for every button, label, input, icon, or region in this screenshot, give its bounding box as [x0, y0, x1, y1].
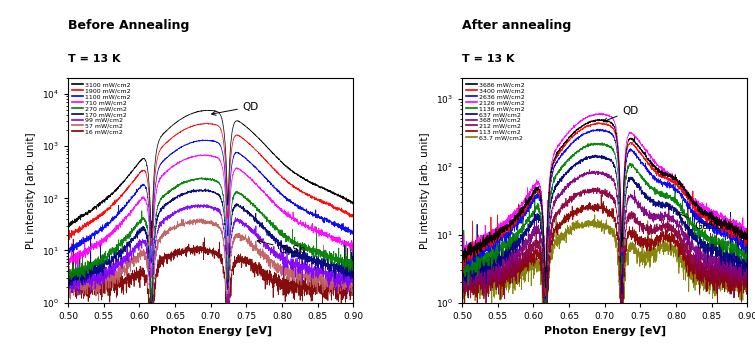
X-axis label: Photon Energy [eV]: Photon Energy [eV] — [149, 326, 272, 336]
Text: T = 13 K: T = 13 K — [68, 54, 121, 64]
Text: QD: QD — [603, 106, 639, 122]
Y-axis label: PL intensity [arb. unit]: PL intensity [arb. unit] — [26, 132, 36, 249]
Y-axis label: PL intensity [arb. unit]: PL intensity [arb. unit] — [421, 132, 430, 249]
Legend: 3100 mW/cm2, 1900 mW/cm2, 1100 mW/cm2, 710 mW/cm2, 270 mW/cm2, 170 mW/cm2, 99 mW: 3100 mW/cm2, 1900 mW/cm2, 1100 mW/cm2, 7… — [71, 82, 131, 135]
Text: After annealing: After annealing — [462, 19, 572, 32]
Text: GaSb: GaSb — [677, 213, 722, 231]
X-axis label: Photon Energy [eV]: Photon Energy [eV] — [544, 326, 666, 336]
Text: T = 13 K: T = 13 K — [462, 54, 514, 64]
Text: GaSb: GaSb — [257, 240, 307, 255]
Legend: 3686 mW/cm2, 3400 mW/cm2, 2636 mW/cm2, 2126 mW/cm2, 1136 mW/cm2, 637 mW/cm2, 368: 3686 mW/cm2, 3400 mW/cm2, 2636 mW/cm2, 2… — [465, 82, 525, 141]
Text: QD: QD — [211, 102, 259, 115]
Text: Before Annealing: Before Annealing — [68, 19, 190, 32]
